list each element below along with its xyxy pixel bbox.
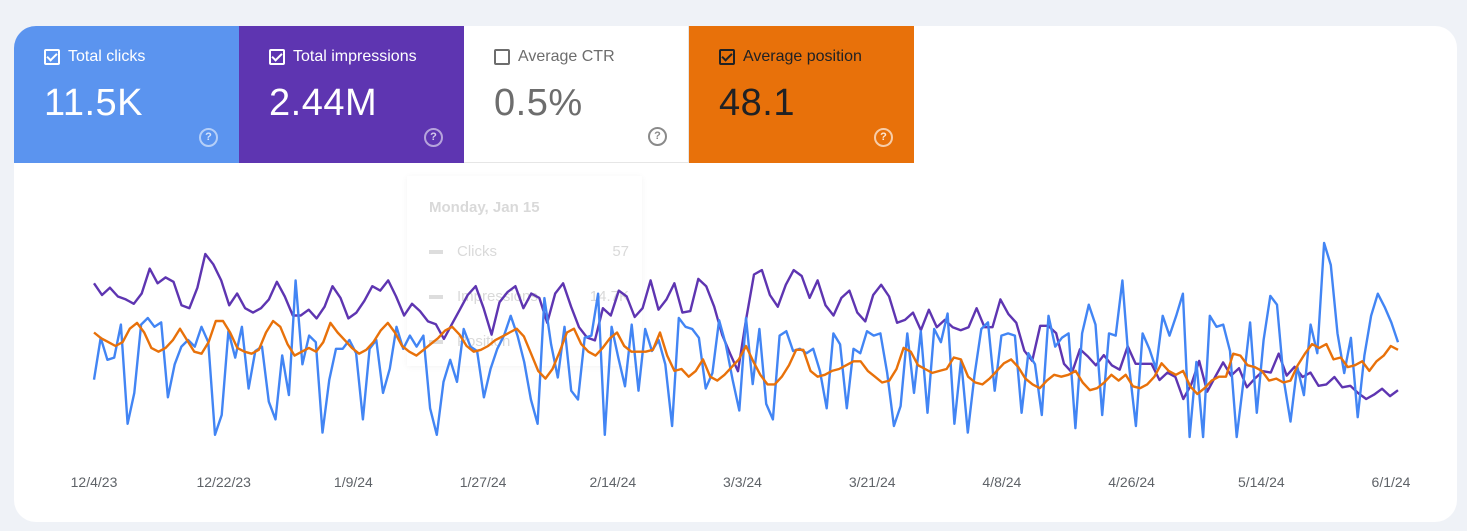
average-ctr-checkbox[interactable] xyxy=(494,49,510,65)
total-clicks-value: 11.5K xyxy=(44,82,143,124)
tooltip-swatch xyxy=(429,340,443,345)
x-axis-tick-label: 4/26/24 xyxy=(1108,474,1155,490)
total-impressions-label: Total impressions xyxy=(293,48,417,65)
x-axis-tick-label: 4/8/24 xyxy=(982,474,1021,490)
average-position-label: Average position xyxy=(743,48,862,65)
help-icon[interactable]: ? xyxy=(424,128,443,147)
help-icon[interactable]: ? xyxy=(648,127,667,146)
average-ctr-value: 0.5% xyxy=(494,82,583,124)
tooltip-date: Monday, Jan 15 xyxy=(429,199,540,216)
metric-tiles: Total clicks 11.5K ? Total impressions 2… xyxy=(14,26,914,163)
average-position-checkbox[interactable] xyxy=(719,49,735,65)
average-ctr-header: Average CTR xyxy=(494,48,688,66)
total-impressions-header: Total impressions xyxy=(269,48,464,66)
average-position-tile[interactable]: Average position 48.1 ? xyxy=(689,26,914,163)
tooltip-swatch xyxy=(429,295,443,300)
help-icon[interactable]: ? xyxy=(199,128,218,147)
series-line-total-clicks xyxy=(92,241,1400,439)
total-clicks-header: Total clicks xyxy=(44,48,239,66)
average-position-value: 48.1 xyxy=(719,82,795,124)
performance-line-chart[interactable]: 12/4/23 12/22/23 1/9/24 1/27/24 2/14/24 3/3/2… xyxy=(14,26,1457,522)
x-axis-tick-label: 5/14/24 xyxy=(1238,474,1285,490)
x-axis-tick-label: 2/14/24 xyxy=(589,474,636,490)
performance-card: Total clicks 11.5K ? Total impressions 2… xyxy=(14,26,1457,522)
total-impressions-tile[interactable]: Total impressions 2.44M ? xyxy=(239,26,464,163)
x-axis-tick-label: 1/9/24 xyxy=(334,474,373,490)
total-clicks-label: Total clicks xyxy=(68,48,146,65)
total-impressions-value: 2.44M xyxy=(269,82,378,124)
x-axis-tick-label: 1/27/24 xyxy=(460,474,507,490)
average-ctr-tile[interactable]: Average CTR 0.5% ? xyxy=(464,26,689,163)
tooltip-label: Clicks xyxy=(457,243,497,260)
x-axis-tick-label: 12/4/23 xyxy=(71,474,118,490)
x-axis-tick-label: 3/3/24 xyxy=(723,474,762,490)
tooltip-value: 57 xyxy=(612,243,629,260)
x-axis-tick-label: 6/1/24 xyxy=(1372,474,1411,490)
x-axis-tick-label: 12/22/23 xyxy=(196,474,251,490)
hover-tooltip: Monday, Jan 15 Clicks 57 Impressions 14.… xyxy=(407,176,642,366)
tooltip-swatch xyxy=(429,250,443,255)
total-impressions-checkbox[interactable] xyxy=(269,49,285,65)
total-clicks-checkbox[interactable] xyxy=(44,49,60,65)
total-clicks-tile[interactable]: Total clicks 11.5K ? xyxy=(14,26,239,163)
average-ctr-label: Average CTR xyxy=(518,48,615,65)
average-position-header: Average position xyxy=(719,48,914,66)
x-axis-tick-label: 3/21/24 xyxy=(849,474,896,490)
tooltip-row-clicks: Clicks 57 xyxy=(429,243,629,260)
series-line-average-position xyxy=(93,319,1399,396)
help-icon[interactable]: ? xyxy=(874,128,893,147)
